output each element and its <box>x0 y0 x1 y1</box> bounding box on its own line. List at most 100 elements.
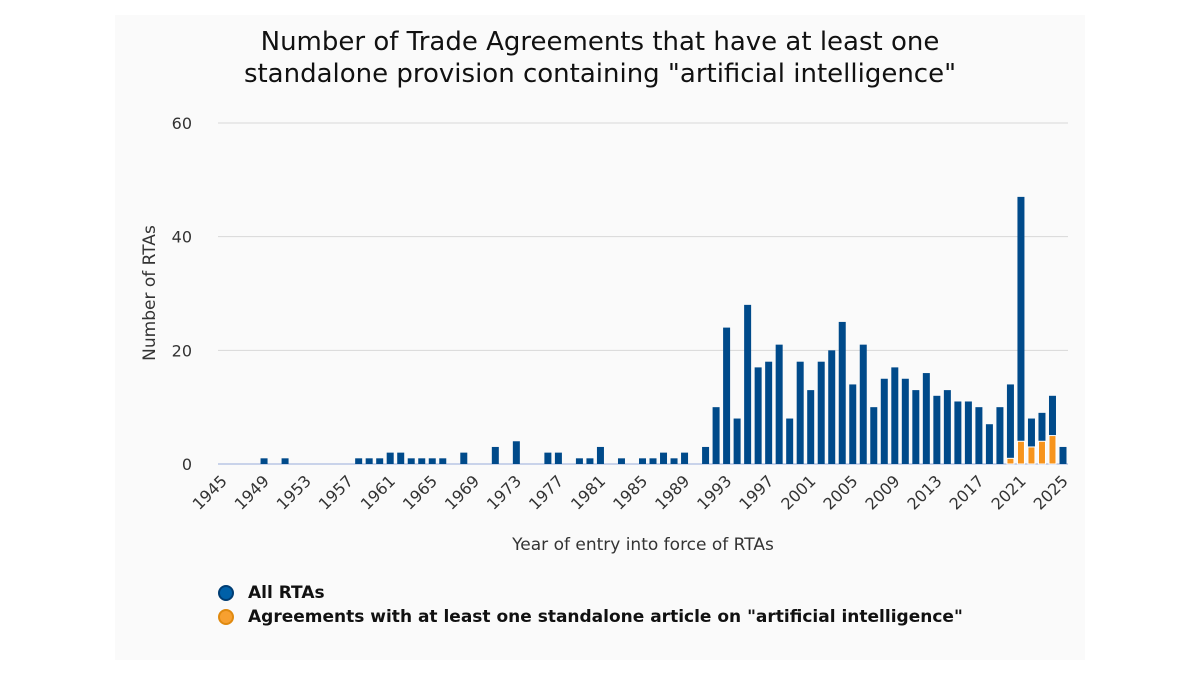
bar-all-rtas <box>954 401 962 464</box>
bar-all-rtas <box>260 458 268 464</box>
x-tick-label: 2001 <box>777 471 819 513</box>
bar-all-rtas <box>386 452 394 464</box>
bar-all-rtas <box>639 458 646 464</box>
bar-all-rtas <box>1017 196 1025 464</box>
bar-all-rtas <box>660 452 668 464</box>
bar-all-rtas <box>807 390 815 464</box>
x-tick-label: 1973 <box>483 471 525 513</box>
bar-all-rtas <box>786 418 794 464</box>
bar-all-rtas <box>733 418 741 464</box>
bar-all-rtas <box>775 344 783 464</box>
bar-all-rtas <box>912 390 920 464</box>
bar-all-rtas <box>712 407 720 464</box>
x-tick-label: 1989 <box>651 471 693 513</box>
bar-all-rtas <box>870 407 878 464</box>
x-tick-label: 1997 <box>735 471 777 513</box>
bar-all-rtas <box>596 446 604 464</box>
bar-all-rtas <box>681 452 689 464</box>
bar-all-rtas <box>365 458 373 464</box>
y-tick-label: 60 <box>172 114 192 133</box>
x-tick-label: 1977 <box>525 471 567 513</box>
legend-marker-blue <box>218 585 234 601</box>
bar-ai-agreements <box>1016 440 1025 465</box>
bar-all-rtas <box>281 458 289 464</box>
y-tick-label: 20 <box>172 341 192 360</box>
bar-all-rtas <box>1048 395 1056 464</box>
x-tick-label: 2025 <box>1030 471 1072 513</box>
x-tick-label: 2017 <box>946 471 988 513</box>
bar-all-rtas <box>849 384 857 464</box>
legend-item-ai[interactable]: Agreements with at least one standalone … <box>218 607 963 627</box>
bar-all-rtas <box>765 361 773 464</box>
bar-all-rtas <box>586 458 594 464</box>
bar-all-rtas <box>397 452 405 464</box>
x-tick-label: 2013 <box>903 471 945 513</box>
x-tick-label: 1953 <box>273 471 315 513</box>
bar-all-rtas <box>817 361 825 464</box>
chart-title: Number of Trade Agreements that have at … <box>115 26 1085 90</box>
bar-all-rtas <box>544 452 552 464</box>
x-tick-label: 1957 <box>315 471 357 513</box>
bar-all-rtas <box>754 367 762 464</box>
legend-marker-orange <box>218 609 234 625</box>
x-tick-label: 1965 <box>399 471 441 513</box>
x-tick-label: 1949 <box>231 471 273 513</box>
bar-ai-agreements <box>1006 457 1015 465</box>
bar-all-rtas <box>355 458 363 464</box>
bar-all-rtas <box>512 441 520 464</box>
bar-all-rtas <box>1038 412 1046 464</box>
bar-all-rtas <box>723 327 731 464</box>
bar-all-rtas <box>649 458 657 464</box>
legend-label: Agreements with at least one standalone … <box>248 607 963 627</box>
bar-ai-agreements <box>1027 446 1036 465</box>
bar-all-rtas <box>1027 418 1035 464</box>
bar-all-rtas <box>702 446 710 464</box>
bar-ai-agreements <box>1037 440 1046 465</box>
bar-all-rtas <box>617 458 625 464</box>
legend-label: All RTAs <box>248 583 325 603</box>
bar-all-rtas <box>407 458 415 464</box>
x-tick-label: 1981 <box>567 471 609 513</box>
bar-all-rtas <box>491 446 499 464</box>
bar-all-rtas <box>996 407 1004 464</box>
bar-all-rtas <box>796 361 804 464</box>
bar-all-rtas <box>744 304 752 464</box>
bar-all-rtas <box>975 407 983 464</box>
bar-all-rtas <box>376 458 384 464</box>
bar-all-rtas <box>985 424 993 464</box>
bar-all-rtas <box>838 321 846 464</box>
bar-all-rtas <box>575 458 583 464</box>
title-line-2: standalone provision containing "artific… <box>243 59 957 89</box>
x-tick-label: 1945 <box>189 471 231 513</box>
y-axis-label: Number of RTAs <box>140 225 160 361</box>
bar-all-rtas <box>1006 384 1014 464</box>
title-line-1: Number of Trade Agreements that have at … <box>260 27 940 57</box>
x-tick-label: 1993 <box>693 471 735 513</box>
bar-all-rtas <box>922 373 930 464</box>
bar-all-rtas <box>554 452 562 464</box>
bar-all-rtas <box>891 367 899 464</box>
bar-all-rtas <box>1059 446 1067 464</box>
bar-all-rtas <box>943 390 951 464</box>
bar-all-rtas <box>439 458 447 464</box>
bar-all-rtas <box>428 458 436 464</box>
bar-all-rtas <box>670 458 678 464</box>
bar-all-rtas <box>460 452 468 464</box>
x-tick-label: 1969 <box>441 471 483 513</box>
x-tick-label: 2021 <box>988 471 1030 513</box>
bar-all-rtas <box>418 458 426 464</box>
bar-all-rtas <box>828 350 836 464</box>
bar-all-rtas <box>964 401 972 464</box>
x-tick-label: 1985 <box>609 471 651 513</box>
x-tick-label: 2005 <box>819 471 861 513</box>
x-tick-label: 1961 <box>357 471 399 513</box>
bar-all-rtas <box>859 344 867 464</box>
bar-ai-agreements <box>1048 435 1057 465</box>
bar-all-rtas <box>901 378 909 464</box>
x-axis-label: Year of entry into force of RTAs <box>511 535 774 555</box>
legend-item-all-rtas[interactable]: All RTAs <box>218 583 325 603</box>
bar-all-rtas <box>933 395 941 464</box>
y-tick-label: 40 <box>172 228 192 247</box>
y-tick-label: 0 <box>182 455 192 474</box>
